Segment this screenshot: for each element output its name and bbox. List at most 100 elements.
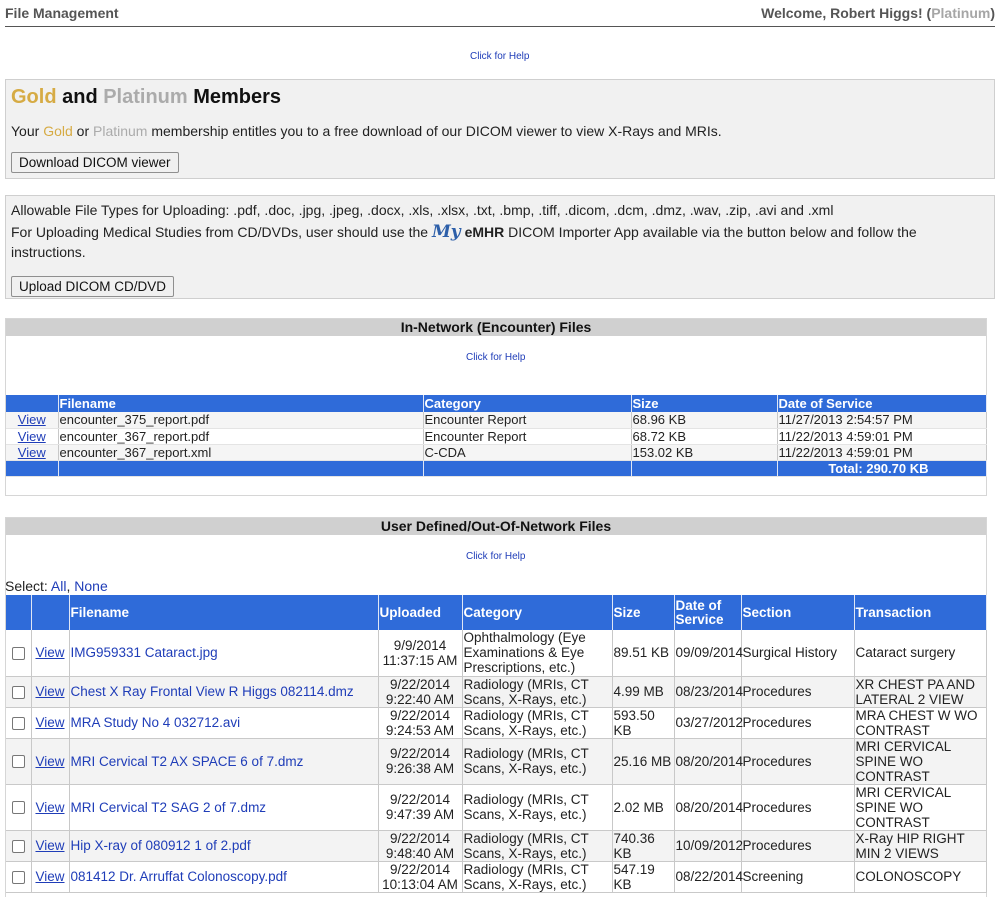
allowable-file-types: Allowable File Types for Uploading: .pdf… <box>11 202 834 218</box>
user-col-date[interactable]: Date of Service <box>674 595 742 630</box>
members-title-gold: Gold <box>11 86 57 108</box>
size-cell: 4.99 MB <box>612 676 675 708</box>
welcome-message: Welcome, Robert Higgs! (Platinum) <box>761 5 995 21</box>
total-spacer-4 <box>631 460 778 477</box>
view-link[interactable]: View <box>17 412 46 428</box>
encounter-total: Total: 290.70 KB <box>777 460 987 477</box>
uploaded-cell: 9/22/2014 9:26:38 AM <box>378 738 463 785</box>
section-cell: Procedures <box>741 676 855 708</box>
size-cell: 740.36 KB <box>612 830 675 862</box>
members-text-platinum: Platinum <box>93 123 148 139</box>
transaction-cell: MRA CHEST W WO CONTRAST <box>854 707 987 739</box>
table-row: View IMG959331 Cataract.jpg 9/9/2014 11:3… <box>6 630 987 677</box>
encounter-sort-date[interactable]: Date of Service <box>778 396 873 411</box>
category-cell: Radiology (MRIs, CT Scans, X-Rays, etc.) <box>462 830 613 862</box>
filename-cell: encounter_367_report.xml <box>58 444 424 461</box>
category-cell: Radiology (MRIs, CT Scans, X-Rays, etc.) <box>462 784 613 831</box>
encounter-col-view <box>6 395 59 412</box>
help-link-top[interactable]: Click for Help <box>470 51 530 62</box>
user-sort-category[interactable]: Category <box>463 604 523 620</box>
download-dicom-viewer-button[interactable]: Download DICOM viewer <box>11 152 179 173</box>
row-checkbox[interactable] <box>11 870 25 884</box>
view-link[interactable]: View <box>35 684 65 699</box>
row-checkbox[interactable] <box>11 685 25 699</box>
row-checkbox[interactable] <box>11 839 25 853</box>
select-all-link[interactable]: All <box>50 578 67 594</box>
filename-cell: encounter_375_report.pdf <box>58 412 424 429</box>
uploaded-cell: 9/9/2014 11:37:15 AM <box>378 630 463 677</box>
date-cell: 11/22/2013 4:59:01 PM <box>777 428 987 445</box>
section-cell: Screening <box>741 861 855 893</box>
view-link[interactable]: View <box>17 428 46 444</box>
checkbox-cell <box>6 676 32 708</box>
uploaded-cell: 9/22/2014 9:22:40 AM <box>378 676 463 708</box>
date-cell: 11/27/2013 2:54:57 PM <box>777 412 987 429</box>
table-row: View MRI Cervical T2 SAG 2 of 7.dmz 9/22… <box>6 784 987 831</box>
filename-cell: MRI Cervical T2 SAG 2 of 7.dmz <box>69 784 379 831</box>
date-cell: 08/22/2014 <box>674 861 743 893</box>
checkbox-cell <box>6 707 32 739</box>
checkbox-cell <box>6 630 32 677</box>
view-link[interactable]: View <box>17 444 46 460</box>
user-files-header: User Defined/Out-Of-Network Files <box>6 518 986 535</box>
row-checkbox[interactable] <box>11 801 25 815</box>
top-bar: File Management Welcome, Robert Higgs! (… <box>5 3 995 27</box>
transaction-cell: MRI CERVICAL SPINE WO CONTRAST <box>854 738 987 785</box>
user-col-uploaded[interactable]: Uploaded <box>378 595 463 630</box>
upload-dicom-cd-button[interactable]: Upload DICOM CD/DVD <box>11 276 175 297</box>
size-cell: 547.19 KB <box>612 861 675 893</box>
help-link-user-files[interactable]: Click for Help <box>466 551 526 562</box>
row-checkbox[interactable] <box>11 647 25 661</box>
uploaded-date: 9/22/2014 <box>389 707 451 723</box>
row-checkbox[interactable] <box>11 755 25 769</box>
view-cell: View <box>31 630 70 677</box>
table-row: View Hip X-ray of 080912 1 of 2.pdf 9/22… <box>6 830 987 862</box>
members-text-rest: membership entitles you to a free downlo… <box>147 123 722 139</box>
uploaded-cell: 9/22/2014 9:24:53 AM <box>378 707 463 739</box>
view-link[interactable]: View <box>35 645 65 661</box>
view-cell: View <box>31 861 70 893</box>
members-description: Your Gold or Platinum membership entitle… <box>11 123 722 139</box>
user-col-filename[interactable]: Filename <box>69 595 379 630</box>
filename-cell: Hip X-ray of 080912 1 of 2.pdf <box>69 830 379 862</box>
checkbox-cell <box>6 830 32 862</box>
table-row: View encounter_367_report.xml C-CDA 153.… <box>6 444 987 461</box>
user-col-view <box>31 595 70 630</box>
emhr-label: eMHR <box>464 224 505 240</box>
row-checkbox[interactable] <box>11 716 25 730</box>
user-col-size: Size <box>612 595 675 630</box>
view-link[interactable]: View <box>35 715 65 730</box>
view-cell: View <box>31 784 70 831</box>
section-cell: Procedures <box>741 738 855 785</box>
user-sort-uploaded[interactable]: Uploaded <box>379 604 442 620</box>
uploaded-time: 9:24:53 AM <box>385 722 455 738</box>
user-col-category[interactable]: Category <box>462 595 613 630</box>
uploaded-date: 9/22/2014 <box>389 861 451 877</box>
view-link[interactable]: View <box>35 838 65 853</box>
members-title-platinum: Platinum <box>103 86 188 108</box>
view-link[interactable]: View <box>35 753 65 769</box>
encounter-sort-category[interactable]: Category <box>424 396 481 411</box>
encounter-col-category[interactable]: Category <box>423 395 632 412</box>
help-link-encounter[interactable]: Click for Help <box>466 352 526 363</box>
encounter-col-date[interactable]: Date of Service <box>777 395 987 412</box>
user-col-checkbox <box>6 595 32 630</box>
select-none-link[interactable]: None <box>74 578 108 594</box>
select-separator: , <box>66 578 75 594</box>
members-text-your: Your <box>11 123 44 139</box>
uploaded-time: 9:47:39 AM <box>385 807 455 822</box>
date-cell: 08/23/2014 <box>674 676 743 708</box>
user-sort-filename[interactable]: Filename <box>70 604 130 620</box>
size-cell: 68.96 KB <box>631 412 778 429</box>
category-cell: Ophthalmology (Eye Examinations & Eye Pr… <box>462 630 613 677</box>
view-link[interactable]: View <box>35 869 65 884</box>
page-title: File Management <box>5 5 119 21</box>
section-cell: Procedures <box>741 707 855 739</box>
table-row: View encounter_367_report.pdf Encounter … <box>6 428 987 445</box>
view-link[interactable]: View <box>35 799 65 815</box>
filename-cell: IMG959331 Cataract.jpg <box>69 630 379 677</box>
view-cell: View <box>31 830 70 862</box>
cd-instructions-prefix: For Uploading Medical Studies from CD/DV… <box>11 224 432 240</box>
category-cell: C-CDA <box>423 444 632 461</box>
user-sort-date[interactable]: Date of Service <box>675 597 724 627</box>
